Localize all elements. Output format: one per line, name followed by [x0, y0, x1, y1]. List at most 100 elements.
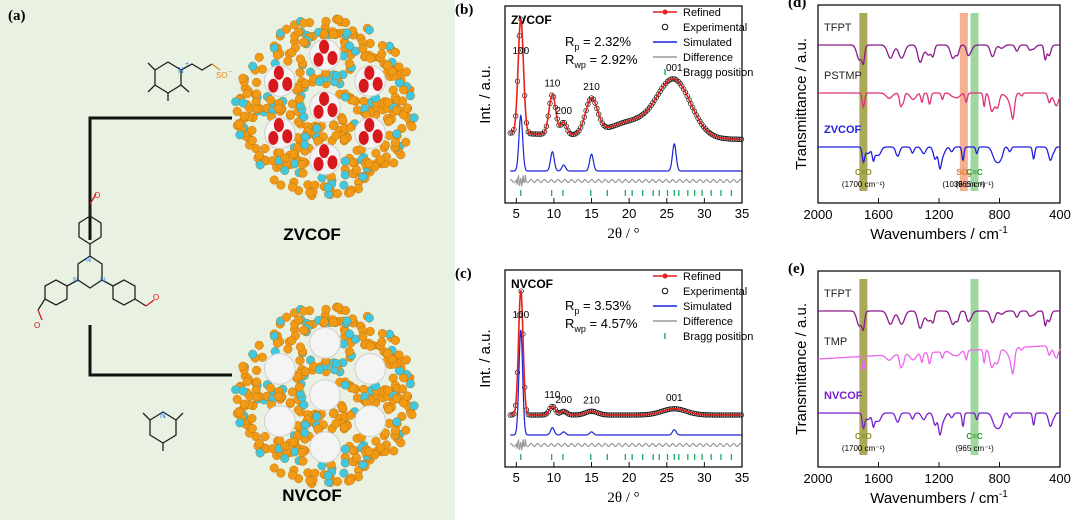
legend-label: Experimental — [683, 22, 747, 34]
framework-atom — [384, 405, 394, 415]
band-highlight — [859, 13, 868, 191]
framework-atom — [298, 160, 308, 170]
difference-line — [510, 174, 742, 187]
framework-atom — [334, 303, 344, 313]
experimental-point — [556, 122, 562, 128]
framework-atom — [280, 153, 290, 163]
x-axis-title: Wavenumbers / cm-1 — [870, 489, 1008, 507]
band-label: C=C — [966, 168, 982, 177]
experimental-point — [635, 412, 642, 418]
experimental-point — [527, 130, 533, 137]
experimental-point — [610, 412, 616, 418]
experimental-point — [527, 412, 533, 418]
spectrum-line — [818, 44, 1060, 66]
pore-channel — [309, 379, 341, 411]
experimental-point — [549, 92, 555, 98]
framework-atom — [276, 180, 286, 190]
experimental-point — [509, 130, 515, 136]
experimental-point — [662, 80, 669, 87]
experimental-point — [729, 136, 736, 142]
framework-atom — [300, 420, 310, 430]
experimental-point — [514, 369, 521, 376]
legend-label: Bragg position — [683, 331, 753, 343]
framework-atom — [319, 29, 329, 39]
experimental-point — [541, 412, 548, 418]
nvcof-name: NVCOF — [282, 486, 342, 505]
peak-label: 110 — [544, 390, 560, 401]
experimental-point — [662, 407, 669, 413]
experimental-point — [711, 133, 717, 139]
framework-atom — [346, 410, 356, 420]
framework-atom — [287, 182, 297, 192]
experimental-point — [693, 112, 699, 118]
framework-atom — [282, 24, 292, 34]
experimental-point — [523, 120, 530, 126]
framework-atom — [234, 119, 244, 129]
framework-atom — [344, 41, 354, 51]
framework-atom — [405, 379, 415, 389]
framework-atom — [290, 447, 300, 457]
framework-atom — [312, 412, 322, 422]
experimental-point — [599, 411, 606, 417]
experimental-point — [643, 411, 649, 418]
peak-label: 100 — [512, 310, 529, 321]
experimental-point — [715, 134, 721, 140]
framework-atom — [348, 383, 358, 393]
experimental-point — [709, 132, 716, 138]
panel-a-label: (a) — [8, 8, 26, 24]
x-axis-title: 2θ / ° — [607, 226, 639, 242]
experimental-point — [529, 412, 535, 418]
y-axis-title: Int. / a.u. — [477, 65, 494, 123]
framework-atom — [364, 25, 374, 35]
band-highlight — [959, 13, 968, 191]
framework-atom — [235, 418, 245, 428]
legend-label: Refined — [683, 7, 721, 19]
experimental-point — [691, 108, 698, 114]
framework-atom — [384, 117, 394, 127]
framework-atom — [391, 47, 401, 57]
xrd-chart-c: (c) NVCOF 5 10 15 20 25 30 35 2θ / ° Int. / a.u. 10… — [455, 266, 753, 506]
experimental-point — [603, 124, 609, 130]
pore-channel — [309, 327, 341, 359]
refined-line — [510, 18, 743, 141]
peak-label: 100 — [512, 46, 529, 57]
experimental-point — [630, 116, 636, 123]
experimental-point — [552, 104, 559, 111]
simulated-line — [510, 113, 742, 172]
zwitterion-guest — [358, 78, 369, 93]
experimental-point — [708, 131, 714, 137]
framework-atom — [338, 115, 348, 125]
experimental-point — [661, 408, 667, 414]
experimental-point — [735, 136, 741, 142]
refinement-stat: Rwp = 2.92% — [565, 52, 638, 70]
x-tick-label: 2000 — [804, 207, 833, 222]
experimental-point — [543, 411, 550, 417]
framework-atom — [238, 73, 248, 83]
framework-atom — [380, 140, 390, 150]
experimental-point — [655, 409, 661, 416]
experimental-point — [507, 130, 513, 136]
framework-atom — [252, 377, 262, 387]
framework-atom — [300, 79, 310, 89]
framework-atom — [299, 18, 309, 28]
experimental-point — [648, 102, 654, 109]
framework-atom — [332, 70, 342, 80]
upper-reaction-line — [88, 116, 232, 240]
framework-atom — [328, 317, 338, 327]
framework-atom — [269, 463, 279, 473]
triazine-n2: N — [73, 277, 78, 284]
experimental-point — [525, 129, 531, 135]
experimental-point — [601, 411, 607, 418]
x-tick-label: 20 — [622, 206, 636, 221]
band-position: (1700 cm⁻¹) — [842, 180, 885, 189]
framework-atom — [384, 418, 394, 428]
experimental-point — [652, 97, 658, 103]
experimental-point — [612, 412, 618, 418]
framework-atom — [289, 149, 299, 159]
experimental-point — [637, 113, 643, 119]
panel-a-scheme: (a) N + SO − N O O O N N N ZVCOF — [0, 0, 455, 520]
experimental-point — [597, 411, 604, 417]
framework-atom — [289, 437, 299, 447]
experimental-point — [583, 409, 589, 416]
experimental-point — [635, 114, 642, 120]
